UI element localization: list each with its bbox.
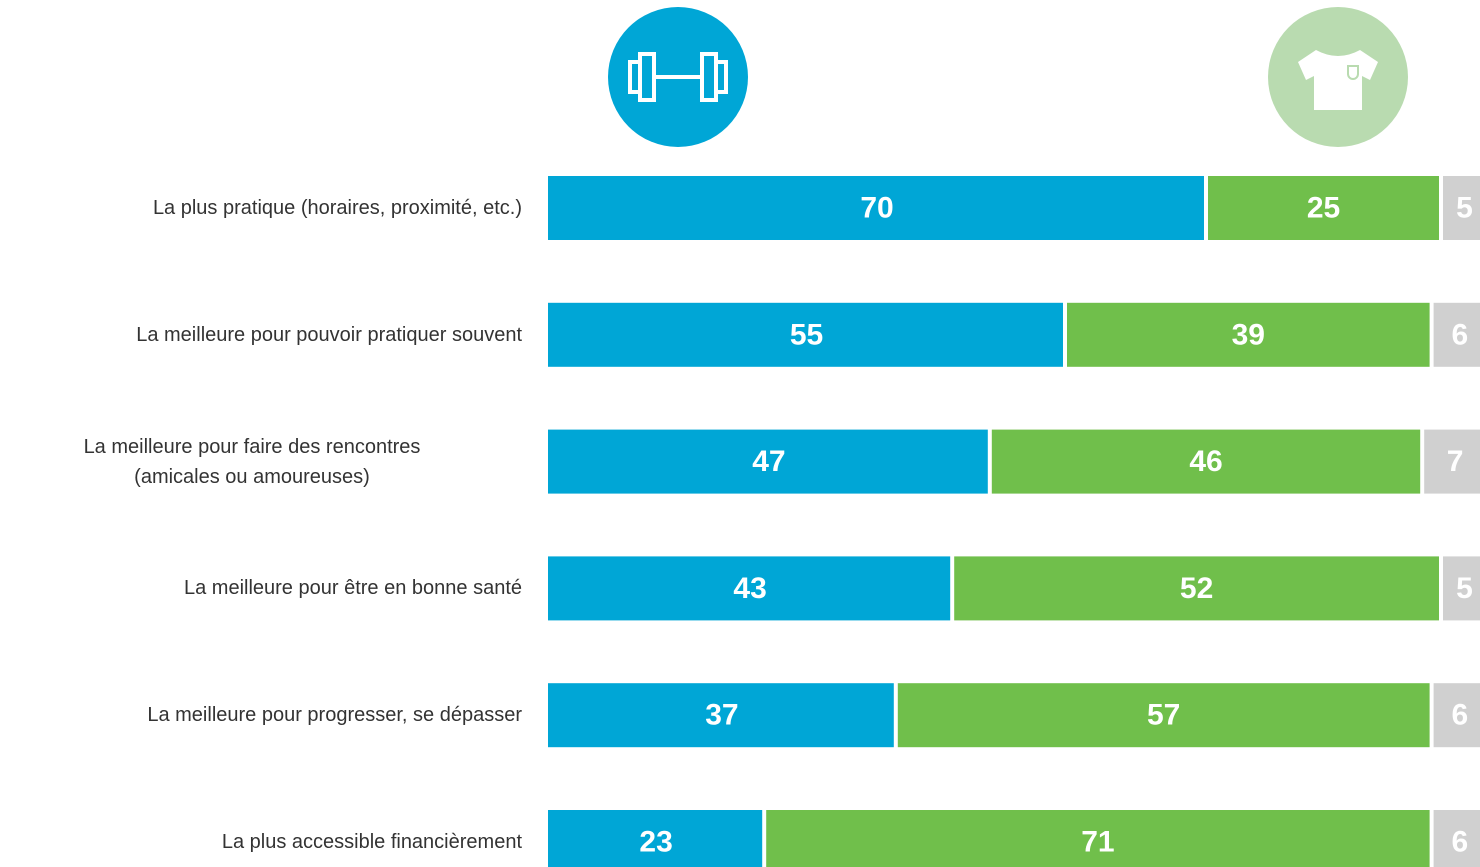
value-label: 70 <box>860 192 893 225</box>
bar-segment <box>1208 176 1439 240</box>
bar-segment <box>548 429 988 494</box>
value-label: 5 <box>1456 192 1473 225</box>
value-label: 25 <box>1307 192 1340 225</box>
value-label: 52 <box>1180 572 1213 605</box>
bar-segment <box>548 302 1063 367</box>
bar-segment <box>1424 429 1480 494</box>
category-label: La meilleure pour progresser, se dépasse… <box>147 704 522 727</box>
category-label: La meilleure pour pouvoir pratiquer souv… <box>136 323 522 346</box>
bar-segment <box>954 556 1439 621</box>
category-label: La plus accessible financièrement <box>221 831 522 853</box>
value-label: 57 <box>1147 699 1180 732</box>
value-label: 43 <box>733 572 766 605</box>
bar-segment <box>1443 176 1480 240</box>
category-label: La meilleure pour être en bonne santé <box>183 577 522 600</box>
value-label: 6 <box>1451 826 1468 859</box>
value-label: 6 <box>1451 699 1468 732</box>
value-label: 71 <box>1081 826 1114 859</box>
value-label: 5 <box>1456 572 1473 605</box>
gym-icon <box>608 7 748 147</box>
bar-segment <box>548 810 763 867</box>
value-label: 46 <box>1189 445 1222 478</box>
bar-segment <box>548 556 951 621</box>
club-icon <box>1268 7 1408 147</box>
value-label: 55 <box>790 318 823 351</box>
bar-segment <box>1433 810 1480 867</box>
category-label: La plus pratique (horaires, proximité, e… <box>152 197 522 219</box>
bar-segment <box>548 683 894 748</box>
value-label: 23 <box>639 826 672 859</box>
category-label: La meilleure pour faire des rencontres (… <box>83 435 421 488</box>
value-label: 37 <box>705 699 738 732</box>
value-label: 47 <box>752 445 785 478</box>
bar-segment <box>1433 683 1480 748</box>
bar-segment <box>1433 302 1480 367</box>
bar-segment <box>991 429 1421 494</box>
bar-segment <box>897 683 1430 748</box>
value-label: 6 <box>1451 318 1468 351</box>
value-label: 39 <box>1232 318 1265 351</box>
bar-segment <box>1443 556 1480 621</box>
bar-segment <box>1067 302 1430 367</box>
value-label: 7 <box>1447 445 1464 478</box>
bar-segment <box>548 176 1204 240</box>
bar-segment <box>766 810 1430 867</box>
